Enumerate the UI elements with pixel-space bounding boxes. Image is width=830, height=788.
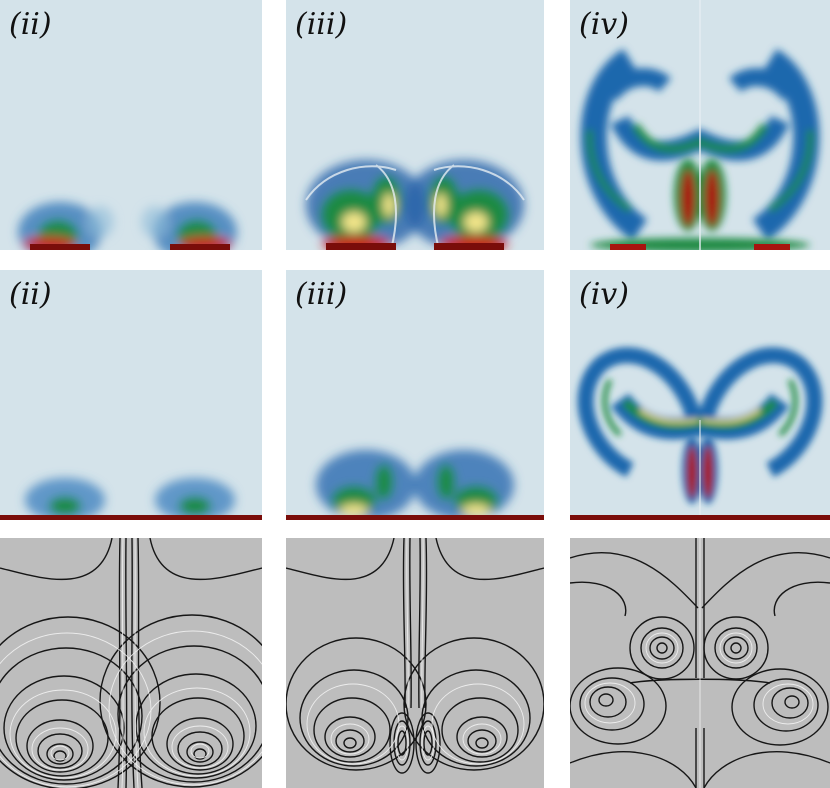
vorticity-field-r2-iv (570, 270, 830, 520)
streamline-field-r3-ii (0, 538, 262, 788)
panel-r3-ii (0, 538, 262, 788)
vorticity-field-r1-iii (286, 0, 544, 250)
panel-r1-ii: (ii) (0, 0, 262, 250)
vorticity-field-r1-iv (570, 0, 830, 250)
label-r2-iii: (iii) (295, 277, 348, 312)
vorticity-field-r2-iii (286, 270, 544, 520)
panel-r1-iii: (iii) (286, 0, 544, 250)
streamline-field-r3-iv (570, 538, 830, 788)
label-r2-ii: (ii) (9, 277, 52, 312)
label-r1-iv: (iv) (579, 7, 629, 42)
panel-r2-iii: (iii) (286, 270, 544, 520)
panel-r3-iv (570, 538, 830, 788)
streamline-field-r3-iii (286, 538, 544, 788)
panel-r3-iii (286, 538, 544, 788)
vorticity-field-r2-ii (0, 270, 262, 520)
label-r2-iv: (iv) (579, 277, 629, 312)
panel-r1-iv: (iv) (570, 0, 830, 250)
label-r1-iii: (iii) (295, 7, 348, 42)
label-r1-ii: (ii) (9, 7, 52, 42)
vorticity-field-r1-ii (0, 0, 262, 250)
panel-r2-iv: (iv) (570, 270, 830, 520)
panel-r2-ii: (ii) (0, 270, 262, 520)
